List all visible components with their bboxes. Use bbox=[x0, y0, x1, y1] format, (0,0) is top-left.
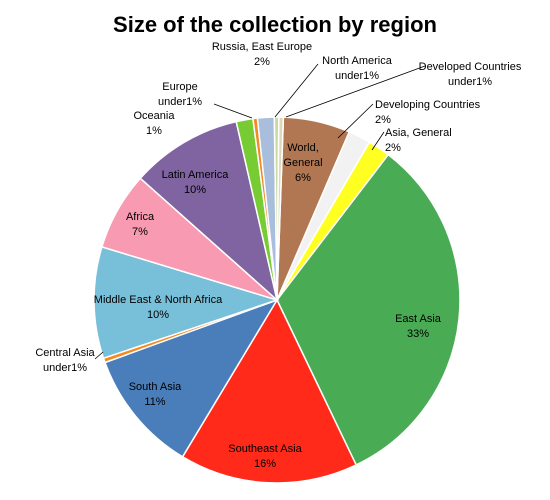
slice-label: Oceania 1% bbox=[134, 110, 176, 137]
slice-label: Southeast Asia 16% bbox=[228, 443, 302, 470]
slice-label: Russia, East Europe 2% bbox=[212, 41, 312, 68]
slice-label: Europe under1% bbox=[158, 81, 202, 108]
slice-label: Middle East & North Africa 10% bbox=[94, 294, 223, 321]
leader-line bbox=[94, 351, 104, 360]
slice-label: East Asia 33% bbox=[395, 313, 442, 340]
slice-label: World, General 6% bbox=[283, 142, 322, 184]
leader-line bbox=[285, 65, 426, 118]
pie-slice-developed-countries bbox=[276, 116, 285, 301]
chart-title: Size of the collection by region bbox=[113, 12, 437, 37]
slice-label: Africa 7% bbox=[126, 211, 155, 238]
leader-line bbox=[337, 103, 374, 139]
leader-line bbox=[371, 131, 385, 151]
pie-slice-east-asia bbox=[276, 153, 461, 466]
pie-slice-latin-america bbox=[139, 120, 279, 303]
leader-line bbox=[274, 63, 319, 118]
pie-slice-southeast-asia bbox=[181, 298, 358, 484]
pie-slice-south-asia bbox=[104, 298, 279, 458]
slice-label: Developing Countries 2% bbox=[375, 99, 481, 126]
slice-label: South Asia 11% bbox=[129, 381, 182, 408]
slice-label: North America under1% bbox=[322, 55, 393, 82]
leader-line bbox=[213, 103, 253, 119]
slice-label: Latin America 10% bbox=[162, 169, 230, 196]
slice-label: Asia, General 2% bbox=[385, 127, 452, 154]
slice-label: Central Asia under1% bbox=[35, 347, 95, 374]
slice-label: Developed Countries under1% bbox=[419, 61, 522, 88]
